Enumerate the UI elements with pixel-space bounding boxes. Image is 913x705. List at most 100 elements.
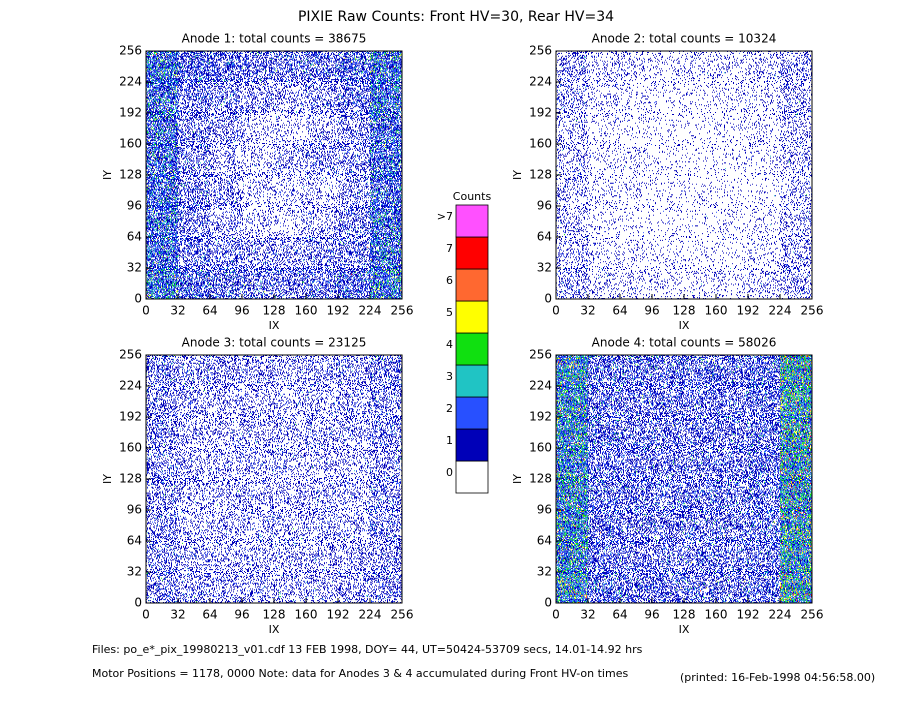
heat-cell bbox=[274, 510, 306, 541]
heat-cell bbox=[588, 144, 619, 175]
heat-cell bbox=[308, 510, 338, 541]
heat-cell bbox=[210, 355, 242, 386]
y-tick-label: 32 bbox=[537, 261, 552, 275]
heat-cell bbox=[556, 510, 588, 541]
heat-cell bbox=[588, 355, 620, 386]
heat-cell bbox=[338, 268, 370, 299]
heat-cell bbox=[633, 288, 634, 290]
heat-cell bbox=[146, 572, 178, 603]
heat-cell bbox=[306, 82, 338, 113]
heat-cell bbox=[620, 355, 652, 386]
heat-cell bbox=[242, 175, 274, 206]
heat-cell bbox=[158, 227, 159, 229]
heat-cell bbox=[210, 144, 242, 175]
heat-cell bbox=[556, 448, 588, 479]
y-tick-label: 64 bbox=[537, 230, 552, 244]
panel-title: Anode 4: total counts = 58026 bbox=[592, 336, 777, 350]
y-tick-label: 0 bbox=[544, 292, 552, 306]
heat-cell bbox=[310, 217, 312, 228]
heat-cell bbox=[588, 113, 620, 144]
heat-cell bbox=[146, 510, 178, 541]
heat-cell bbox=[274, 51, 306, 82]
heat-cell bbox=[396, 449, 402, 459]
heat-cell bbox=[179, 144, 210, 175]
heat-cell bbox=[780, 448, 812, 479]
heat-cell bbox=[370, 448, 402, 479]
x-tick-label: 32 bbox=[580, 608, 595, 622]
heat-cell bbox=[370, 237, 402, 268]
heat-cell bbox=[274, 448, 306, 478]
heat-cell bbox=[576, 119, 577, 121]
heat-cell bbox=[780, 386, 812, 417]
x-tick-label: 192 bbox=[737, 608, 760, 622]
heat-cell bbox=[684, 355, 716, 386]
heat-cell bbox=[624, 83, 643, 108]
heat-cell bbox=[780, 417, 812, 448]
x-tick-label: 160 bbox=[295, 304, 318, 318]
heat-cell bbox=[780, 386, 812, 417]
heat-cell bbox=[263, 83, 264, 85]
heat-cell bbox=[620, 479, 652, 510]
colorbar-swatch bbox=[455, 460, 489, 494]
heat-cell bbox=[210, 206, 242, 237]
heat-cell bbox=[370, 448, 402, 479]
heat-cell bbox=[178, 144, 210, 175]
heat-cell bbox=[652, 479, 684, 508]
y-tick-label: 0 bbox=[134, 292, 142, 306]
heat-cell bbox=[340, 241, 344, 245]
heat-cell bbox=[306, 144, 338, 175]
heat-cell bbox=[210, 237, 242, 268]
heat-cell bbox=[370, 572, 402, 603]
heat-cell bbox=[276, 115, 277, 117]
heat-cell bbox=[781, 510, 812, 541]
heat-cell bbox=[652, 541, 684, 572]
x-axis-label: IX bbox=[269, 319, 280, 332]
heat-cell bbox=[306, 207, 338, 237]
heat-cell bbox=[588, 237, 620, 268]
heat-cell bbox=[748, 82, 780, 113]
heat-cell bbox=[588, 479, 620, 510]
heat-cell bbox=[274, 479, 306, 510]
heat-cell bbox=[716, 51, 748, 82]
heat-cell bbox=[242, 144, 274, 175]
heat-cell bbox=[748, 386, 780, 417]
colorbar-swatch bbox=[455, 268, 489, 302]
heat-cell bbox=[338, 113, 370, 144]
heat-cell bbox=[178, 51, 210, 82]
x-tick-label: 128 bbox=[673, 304, 696, 318]
heat-cell bbox=[620, 448, 652, 479]
heat-cell bbox=[652, 355, 684, 386]
heat-cell bbox=[780, 418, 812, 447]
heat-cell bbox=[193, 131, 194, 133]
heat-cell bbox=[588, 268, 620, 299]
heat-cell bbox=[716, 448, 748, 479]
heat-cell bbox=[556, 510, 588, 541]
heat-cell bbox=[178, 113, 210, 144]
x-tick-label: 64 bbox=[202, 608, 217, 622]
heat-cell bbox=[306, 479, 338, 510]
y-tick-label: 128 bbox=[119, 472, 142, 486]
heat-cell bbox=[593, 387, 619, 417]
heat-cell bbox=[556, 541, 588, 572]
heat-cell bbox=[146, 417, 178, 448]
heat-cell bbox=[748, 144, 766, 175]
heat-cell bbox=[770, 155, 771, 157]
heat-cell bbox=[716, 386, 748, 417]
heat-cell bbox=[620, 572, 652, 603]
heat-cell bbox=[718, 541, 748, 572]
heat-cell bbox=[556, 82, 588, 113]
heat-cell bbox=[780, 175, 812, 206]
heat-cell bbox=[620, 268, 652, 299]
heat-cell bbox=[210, 82, 242, 113]
heat-cell bbox=[146, 206, 178, 237]
heat-cell bbox=[146, 572, 178, 603]
heat-cell bbox=[178, 541, 210, 572]
heat-cell bbox=[178, 420, 210, 444]
heat-cell bbox=[306, 82, 338, 113]
x-tick-label: 256 bbox=[391, 304, 414, 318]
heat-cell bbox=[146, 510, 178, 541]
heat-cell bbox=[588, 417, 620, 448]
heat-cell bbox=[706, 215, 707, 217]
heat-cell bbox=[585, 117, 586, 119]
heat-cell bbox=[780, 82, 812, 113]
